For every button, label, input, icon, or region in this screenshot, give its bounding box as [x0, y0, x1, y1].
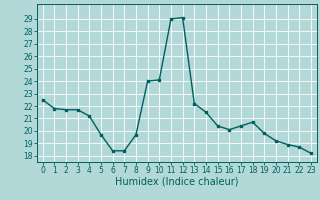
X-axis label: Humidex (Indice chaleur): Humidex (Indice chaleur) [115, 177, 238, 187]
